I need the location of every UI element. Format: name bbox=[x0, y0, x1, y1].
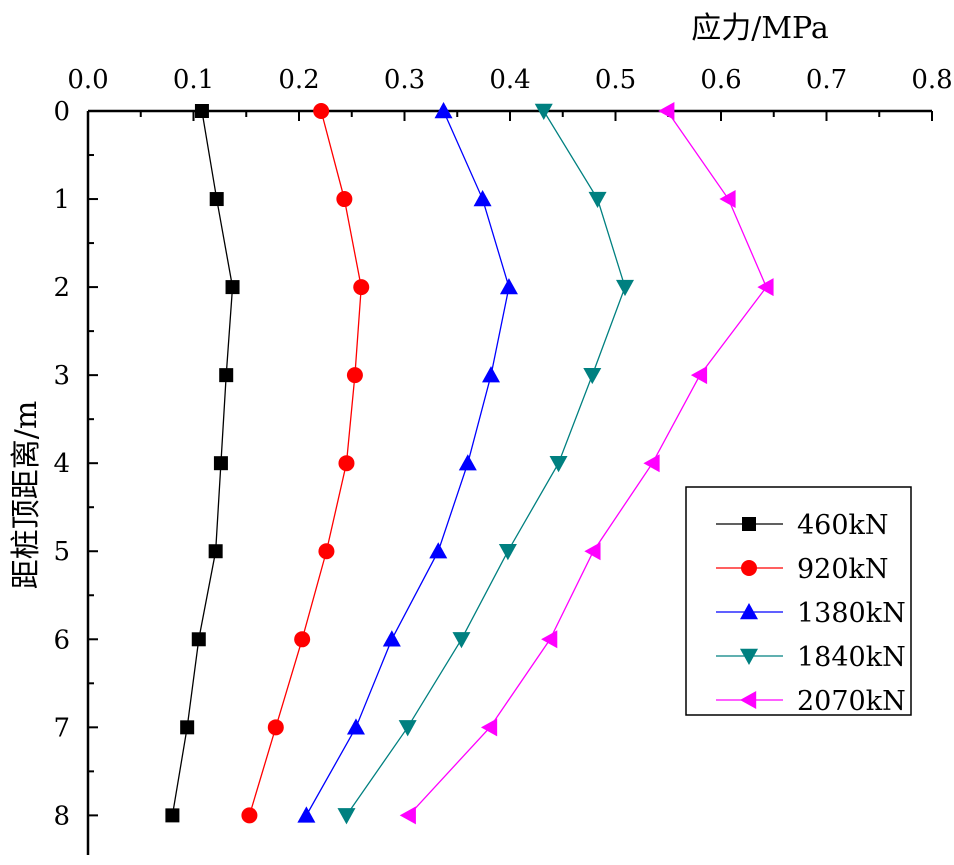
y-tick-label: 6 bbox=[53, 625, 70, 655]
y-tick-label: 7 bbox=[53, 713, 70, 743]
data-point bbox=[429, 542, 448, 559]
data-point bbox=[658, 102, 675, 120]
data-point bbox=[337, 808, 356, 825]
x-tick-label: 0.2 bbox=[278, 65, 319, 95]
legend-marker bbox=[740, 648, 758, 665]
data-point bbox=[336, 191, 353, 208]
data-point bbox=[480, 718, 498, 737]
data-point bbox=[398, 720, 417, 737]
data-point bbox=[534, 103, 553, 120]
data-point bbox=[338, 455, 355, 472]
x-tick-label: 0.3 bbox=[384, 65, 425, 95]
data-point bbox=[353, 279, 370, 296]
y-axis-title: 距桩顶距离/m bbox=[9, 401, 44, 590]
data-point bbox=[452, 632, 471, 649]
data-point bbox=[615, 279, 634, 297]
data-point bbox=[499, 278, 518, 295]
data-point bbox=[318, 543, 335, 560]
legend-box bbox=[685, 486, 912, 716]
y-tick-label: 0 bbox=[53, 97, 70, 127]
series-1380kN bbox=[297, 102, 518, 823]
x-tick-label: 0.8 bbox=[911, 65, 952, 95]
data-point bbox=[180, 720, 195, 735]
x-tick-label: 0.6 bbox=[700, 65, 741, 95]
series-1840kN bbox=[337, 103, 634, 825]
x-tick-label: 0.4 bbox=[489, 65, 530, 95]
data-point bbox=[382, 630, 401, 647]
series-layer bbox=[165, 102, 774, 825]
x-tick-label: 0.0 bbox=[67, 65, 108, 95]
data-point bbox=[399, 806, 416, 825]
y-tick-label: 4 bbox=[53, 449, 70, 479]
data-point bbox=[690, 366, 708, 385]
data-point bbox=[194, 104, 209, 118]
series-460kN bbox=[165, 104, 240, 823]
data-point bbox=[482, 366, 501, 383]
data-point bbox=[219, 368, 234, 383]
x-tick-label: 0.1 bbox=[173, 65, 214, 95]
data-point bbox=[549, 455, 568, 473]
legend-label: 920kN bbox=[797, 554, 889, 585]
data-point bbox=[208, 544, 223, 559]
data-point bbox=[213, 456, 228, 471]
data-point bbox=[757, 278, 774, 297]
series-2070kN bbox=[399, 102, 774, 825]
data-point bbox=[584, 542, 601, 561]
series-line bbox=[305, 110, 510, 816]
x-tick-label: 0.7 bbox=[806, 65, 847, 95]
data-point bbox=[267, 719, 284, 736]
data-point bbox=[719, 190, 736, 209]
legend-label: 460kN bbox=[797, 510, 889, 541]
legend-label: 1840kN bbox=[797, 642, 906, 673]
data-point bbox=[294, 631, 311, 648]
legend-marker bbox=[740, 603, 758, 620]
data-point bbox=[541, 630, 558, 649]
data-point bbox=[225, 280, 240, 295]
data-point bbox=[241, 807, 258, 824]
data-point bbox=[346, 367, 363, 384]
axes-layer: 0.0 0.1 0.2 0.3 0.4 0.5 0.6 0.7 0.8 0 1 2 3 4 5 6 7 8 bbox=[53, 65, 953, 855]
data-point bbox=[297, 806, 316, 823]
legend: 460kN 920kN 1380kN 1840kN 2070kN bbox=[685, 486, 912, 717]
data-point bbox=[588, 191, 607, 209]
data-point bbox=[434, 102, 453, 119]
data-point bbox=[583, 367, 602, 385]
data-point bbox=[313, 103, 330, 119]
data-point bbox=[165, 808, 180, 823]
x-axis-title: 应力/MPa bbox=[691, 11, 829, 46]
x-tick-label: 0.5 bbox=[595, 65, 636, 95]
data-point bbox=[191, 632, 206, 647]
data-point bbox=[473, 190, 492, 207]
y-tick-label: 5 bbox=[53, 537, 70, 567]
y-tick-label: 2 bbox=[53, 273, 70, 303]
data-point bbox=[643, 454, 660, 473]
data-point bbox=[209, 192, 224, 207]
legend-label: 1380kN bbox=[797, 598, 906, 629]
data-point bbox=[498, 544, 517, 561]
y-tick-label: 3 bbox=[53, 361, 70, 391]
y-tick-label: 1 bbox=[53, 185, 70, 215]
series-920kN bbox=[241, 103, 370, 824]
y-tick-label: 8 bbox=[53, 801, 70, 831]
series-line bbox=[345, 110, 626, 816]
legend-marker bbox=[741, 560, 757, 576]
legend-marker bbox=[742, 517, 756, 531]
legend-label: 2070kN bbox=[797, 686, 906, 717]
legend-marker bbox=[740, 691, 757, 709]
data-point bbox=[346, 718, 365, 735]
data-point bbox=[458, 454, 477, 471]
